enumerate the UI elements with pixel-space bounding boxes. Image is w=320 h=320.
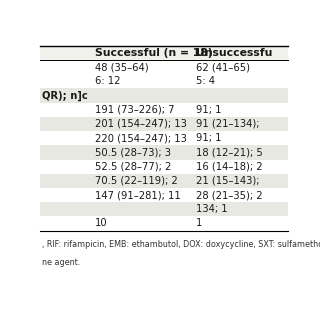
Bar (40, 117, 288, 131)
Text: 5: 4: 5: 4 (196, 76, 215, 86)
Text: Successful (n = 18): Successful (n = 18) (95, 48, 212, 58)
Text: 62 (41–65): 62 (41–65) (196, 62, 250, 72)
Text: ne agent.: ne agent. (43, 258, 81, 267)
Bar (40, 103, 288, 117)
Text: , RIF: rifampicin, EMB: ethambutol, DOX: doxycycline, SXT: sulfamethoxaz: , RIF: rifampicin, EMB: ethambutol, DOX:… (43, 240, 320, 250)
Text: Unsuccessfu: Unsuccessfu (196, 48, 273, 58)
Text: 220 (154–247); 13: 220 (154–247); 13 (95, 133, 187, 143)
Text: 6: 12: 6: 12 (95, 76, 120, 86)
Text: 52.5 (28–77); 2: 52.5 (28–77); 2 (95, 162, 171, 172)
Text: 147 (91–281); 11: 147 (91–281); 11 (95, 190, 180, 200)
Text: 21 (15–143);: 21 (15–143); (196, 176, 260, 186)
Text: 91; 1: 91; 1 (196, 133, 222, 143)
Text: 134; 1: 134; 1 (196, 204, 228, 214)
Bar (40, 202, 288, 216)
Text: QR); n]c: QR); n]c (43, 91, 88, 101)
Bar (40, 74, 288, 88)
Text: 18 (12–21); 5: 18 (12–21); 5 (196, 148, 263, 157)
Bar (40, 131, 288, 145)
Bar (40, 46, 288, 60)
Bar (40, 60, 288, 74)
Bar (40, 174, 288, 188)
Text: 70.5 (22–119); 2: 70.5 (22–119); 2 (95, 176, 177, 186)
Bar (40, 188, 288, 202)
Bar (40, 145, 288, 159)
Text: 16 (14–18); 2: 16 (14–18); 2 (196, 162, 263, 172)
Text: 91; 1: 91; 1 (196, 105, 222, 115)
Text: 48 (35–64): 48 (35–64) (95, 62, 148, 72)
Text: 201 (154–247); 13: 201 (154–247); 13 (95, 119, 187, 129)
Bar (40, 216, 288, 231)
Text: 1: 1 (196, 219, 203, 228)
Text: 191 (73–226); 7: 191 (73–226); 7 (95, 105, 174, 115)
Text: 28 (21–35); 2: 28 (21–35); 2 (196, 190, 263, 200)
Text: 91 (21–134);: 91 (21–134); (196, 119, 260, 129)
Text: 50.5 (28–73); 3: 50.5 (28–73); 3 (95, 148, 171, 157)
Text: 10: 10 (95, 219, 107, 228)
Bar (40, 159, 288, 174)
Bar (40, 88, 288, 103)
